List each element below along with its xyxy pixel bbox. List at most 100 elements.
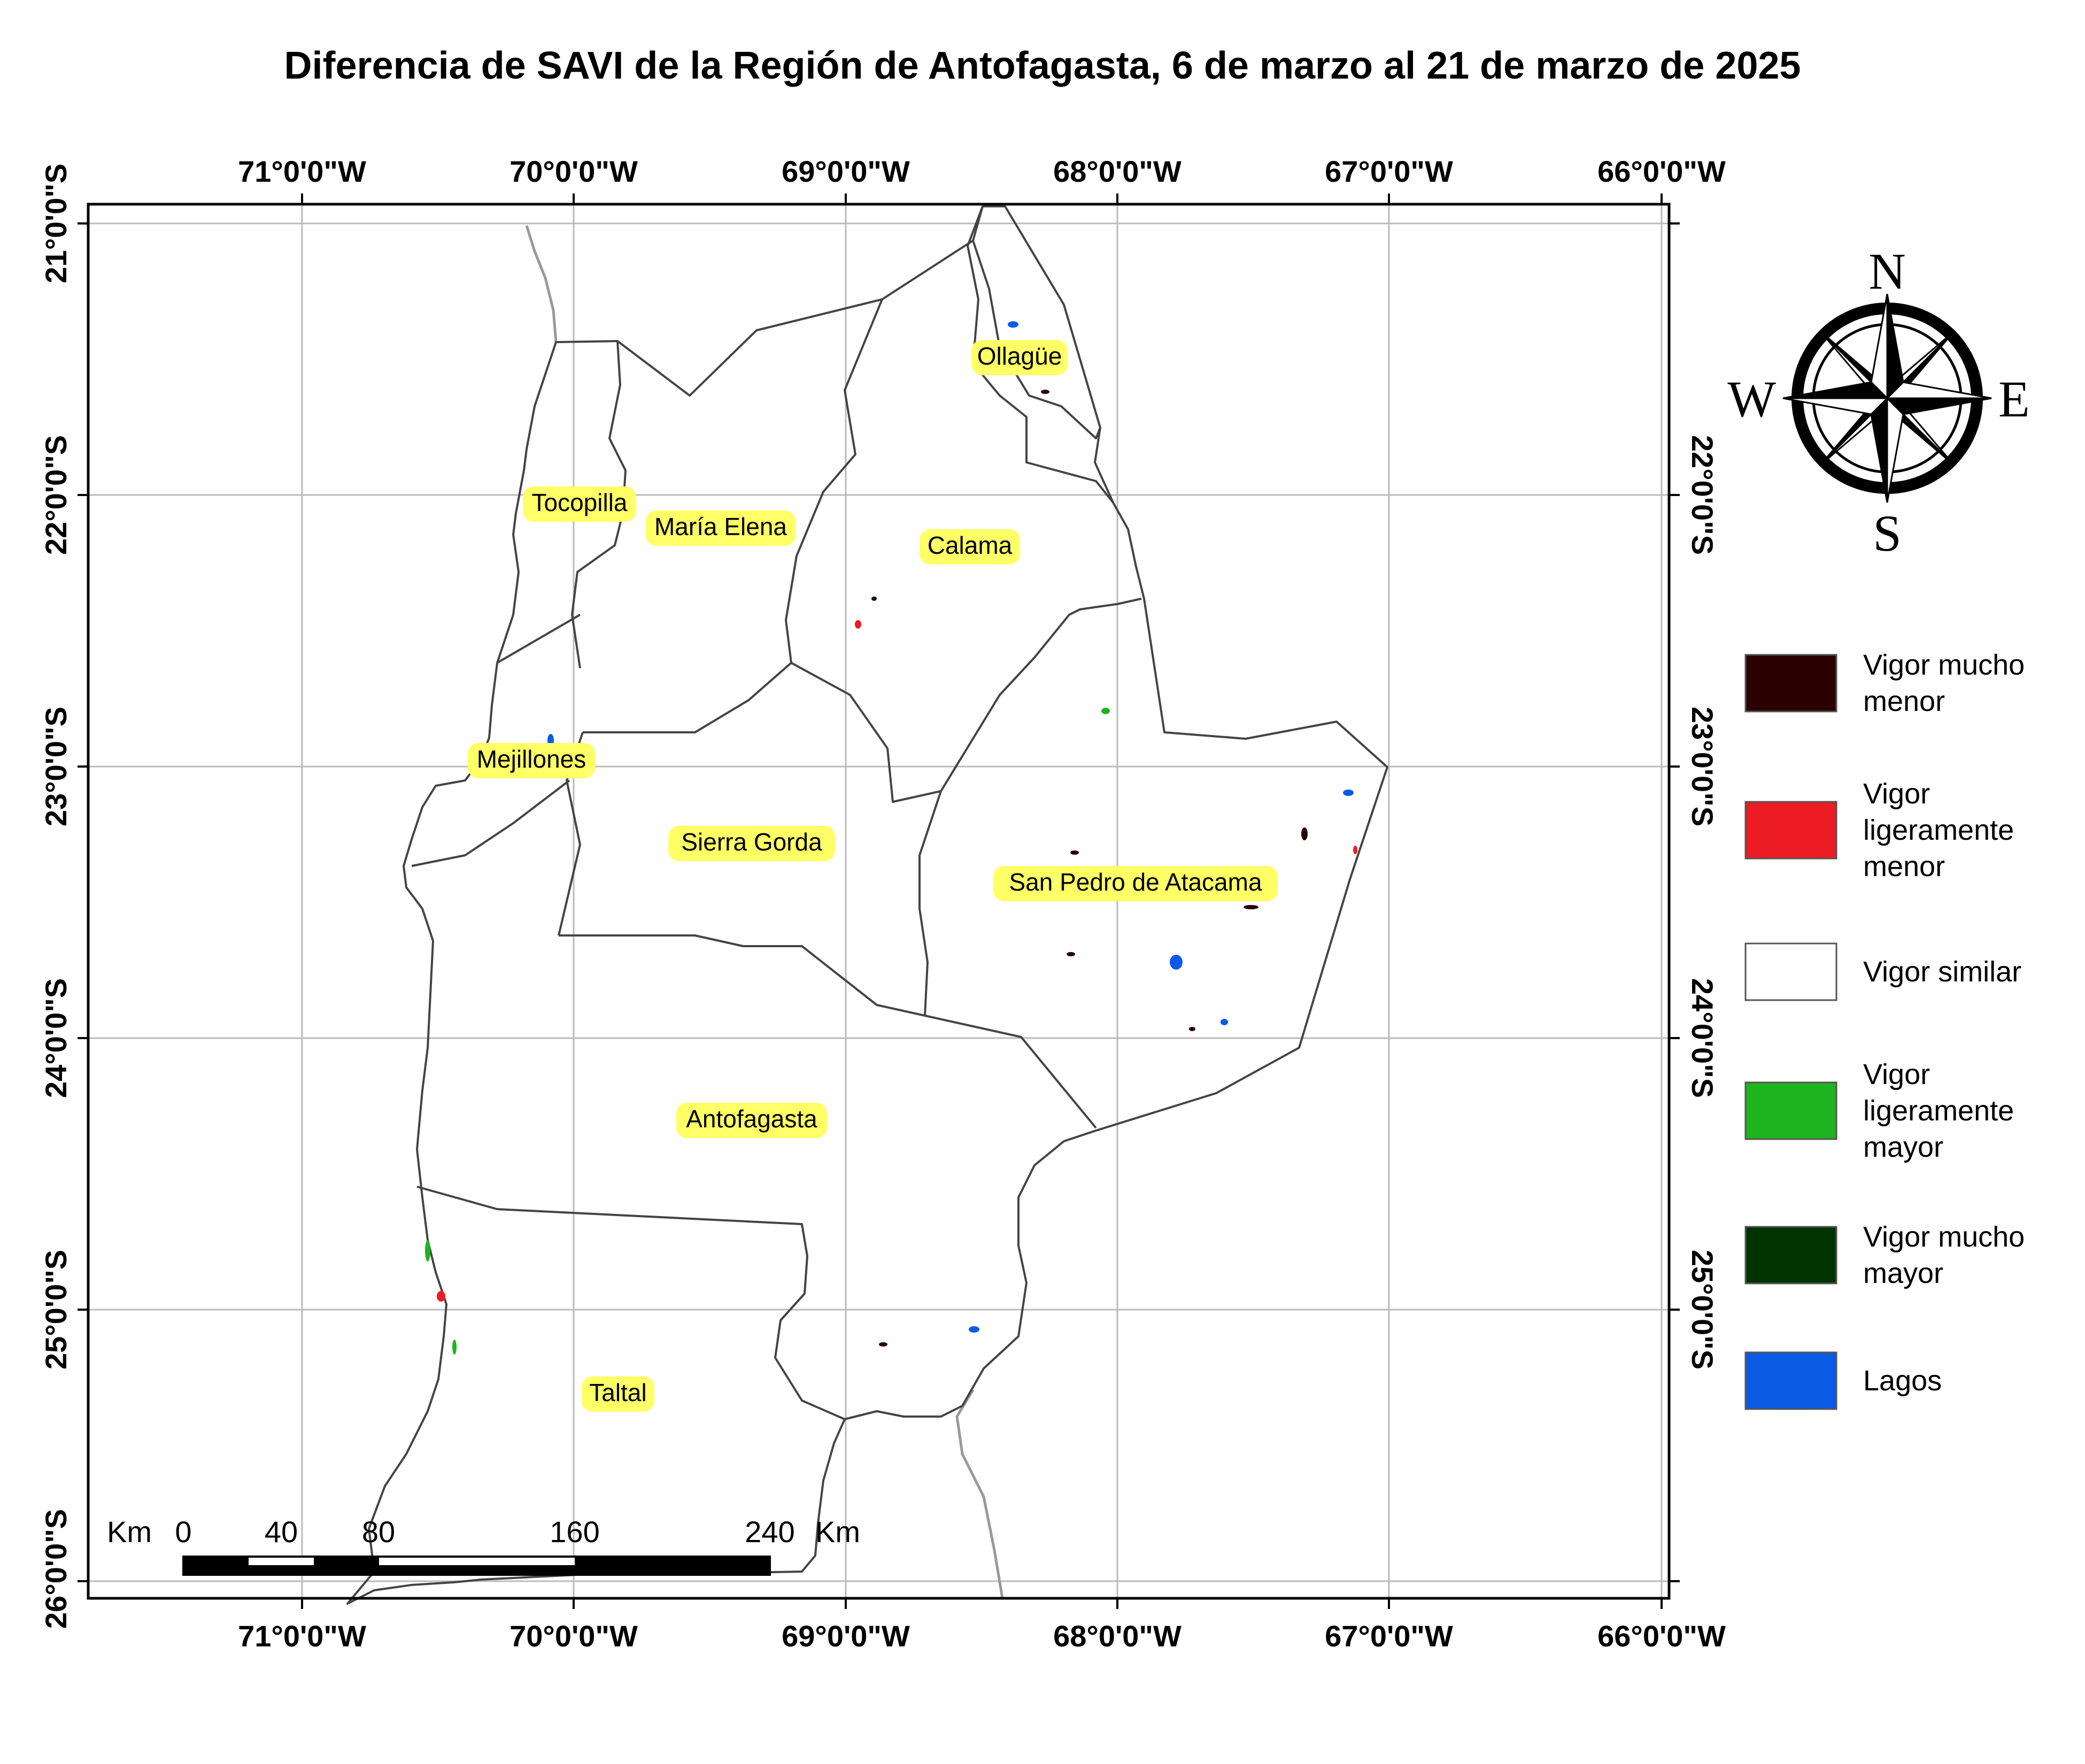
label-halo — [676, 1103, 827, 1138]
legend-label: ligeramente — [1863, 1095, 2014, 1127]
vigor-much-lower-patch — [1067, 952, 1075, 956]
lon-label-top: 67°0'0"W — [1325, 154, 1453, 188]
legend-swatch — [1744, 654, 1837, 713]
legend-label: Lagos — [1863, 1365, 1942, 1397]
label-halo — [646, 510, 796, 546]
border-sierra-sanpedro — [918, 791, 942, 1016]
map-title: Diferencia de SAVI de la Región de Antof… — [284, 44, 1801, 87]
label-halo — [582, 1376, 654, 1412]
label-halo — [920, 529, 1020, 564]
lat-label-left: 21°0'0"S — [39, 164, 73, 283]
region-outline — [346, 205, 1388, 1605]
label-ollague: Ollagüe — [977, 342, 1062, 370]
lon-label-bottom: 68°0'0"W — [1053, 1619, 1182, 1653]
legend-label: Vigor mucho — [1863, 1221, 2025, 1253]
compass-north: N — [1868, 243, 1905, 300]
legend-label: mayor — [1863, 1131, 1943, 1163]
legend-swatch — [1744, 1226, 1837, 1285]
neighbor-borders — [525, 225, 1004, 1599]
legend-label: Vigor — [1863, 778, 1930, 810]
lat-label-left: 26°0'0"S — [39, 1509, 73, 1629]
longitude-labels-bottom: 71°0'0"W 70°0'0"W 69°0'0"W 68°0'0"W 67°0… — [238, 1619, 1726, 1653]
compass-rose: N S E W — [1727, 243, 2029, 562]
lat-label-left: 23°0'0"S — [39, 707, 73, 826]
label-halo — [993, 866, 1278, 901]
scale-tick-240: 240 — [745, 1515, 794, 1549]
label-sierra-gorda: Sierra Gorda — [681, 828, 822, 856]
border-ollague — [972, 240, 1101, 439]
lake-patch — [1008, 321, 1018, 328]
label-san-pedro: San Pedro de Atacama — [1009, 868, 1262, 896]
lat-label-right: 23°0'0"S — [1686, 707, 1719, 826]
vigor-much-lower-patch — [1041, 390, 1049, 394]
lat-label-right: 25°0'0"S — [1686, 1250, 1719, 1370]
latitude-labels-left: 21°0'0"S 22°0'0"S 23°0'0"S 24°0'0"S 25°0… — [39, 164, 73, 1629]
border-ollague-calama — [967, 206, 1114, 504]
class-pixels — [425, 321, 1357, 1355]
south-border-line — [955, 1389, 1004, 1599]
lat-label-right: 24°0'0"S — [1686, 978, 1719, 1098]
lat-label-left: 25°0'0"S — [39, 1250, 73, 1370]
lon-label-bottom: 70°0'0"W — [509, 1619, 638, 1653]
vigor-higher-patch — [1101, 708, 1110, 714]
label-halo — [971, 340, 1068, 375]
vigor-higher-patch — [452, 1340, 457, 1355]
lon-label-bottom: 66°0'0"W — [1597, 1619, 1726, 1653]
legend-label: ligeramente — [1863, 814, 2014, 846]
legend-label: mayor — [1863, 1257, 1943, 1289]
label-antofagasta: Antofagasta — [686, 1105, 817, 1133]
legend-swatch — [1744, 942, 1837, 1001]
compass-south: S — [1873, 505, 1901, 562]
label-tocopilla: Tocopilla — [532, 489, 628, 516]
commune-labels: Ollagüe Tocopilla María Elena Calama Mej… — [468, 340, 1278, 1412]
compass-west: W — [1727, 370, 1776, 428]
legend-swatch — [1744, 801, 1837, 860]
latitude-labels-right: 22°0'0"S 23°0'0"S 24°0'0"S 25°0'0"S — [1686, 435, 1719, 1370]
lake-patch — [969, 1326, 979, 1333]
vigor-lower-patch — [855, 620, 861, 629]
border-tocopilla-south — [496, 614, 581, 664]
lon-label-top: 66°0'0"W — [1597, 154, 1726, 188]
lat-label-right: 22°0'0"S — [1686, 435, 1719, 555]
label-halo — [668, 826, 835, 861]
label-mejillones: Mejillones — [477, 745, 586, 773]
label-maria-elena: María Elena — [654, 513, 787, 540]
vigor-much-lower-patch — [1189, 1027, 1195, 1031]
label-halo — [468, 743, 595, 778]
vigor-much-lower-patch — [871, 597, 877, 601]
lat-label-left: 24°0'0"S — [39, 978, 73, 1098]
north-border-line — [525, 225, 558, 343]
border-mejillones — [411, 779, 570, 867]
legend-label: Vigor similar — [1863, 956, 2021, 988]
scale-bar: Km 0 40 80 160 240 Km — [107, 1515, 860, 1576]
vigor-lower-patch — [1353, 846, 1357, 854]
vigor-much-lower-patch — [1070, 850, 1079, 855]
vigor-lower-patch — [437, 1291, 445, 1302]
compass-east: E — [1998, 370, 2030, 428]
vigor-higher-patch — [425, 1240, 430, 1262]
border-calama-sanpedro — [791, 598, 1142, 803]
longitude-labels-top: 71°0'0"W 70°0'0"W 69°0'0"W 68°0'0"W 67°0… — [238, 154, 1726, 188]
border-maria-calama — [583, 299, 883, 733]
lake-patch — [1343, 790, 1354, 796]
scale-tick-160: 160 — [550, 1515, 599, 1549]
label-taltal: Taltal — [589, 1379, 646, 1406]
legend-swatch — [1744, 1081, 1837, 1140]
lon-label-bottom: 67°0'0"W — [1325, 1619, 1453, 1653]
legend: Vigor mucho menor Vigor ligeramente menor Vig… — [1744, 649, 2025, 1410]
scale-tick-0: 0 — [175, 1515, 191, 1549]
legend-label: menor — [1863, 850, 1945, 883]
label-calama: Calama — [928, 531, 1013, 559]
lon-label-top: 68°0'0"W — [1053, 154, 1182, 188]
lon-label-top: 69°0'0"W — [782, 154, 910, 188]
tick-marks — [78, 194, 1680, 1609]
scale-tick-80: 80 — [362, 1515, 395, 1549]
lon-label-bottom: 69°0'0"W — [782, 1619, 910, 1653]
legend-label: Vigor — [1863, 1058, 1930, 1090]
border-taltal — [416, 1186, 845, 1420]
scale-tick-40: 40 — [265, 1515, 298, 1549]
legend-label: menor — [1863, 685, 1945, 717]
scale-unit-left: Km — [107, 1515, 152, 1549]
vigor-much-lower-patch — [879, 1342, 887, 1347]
